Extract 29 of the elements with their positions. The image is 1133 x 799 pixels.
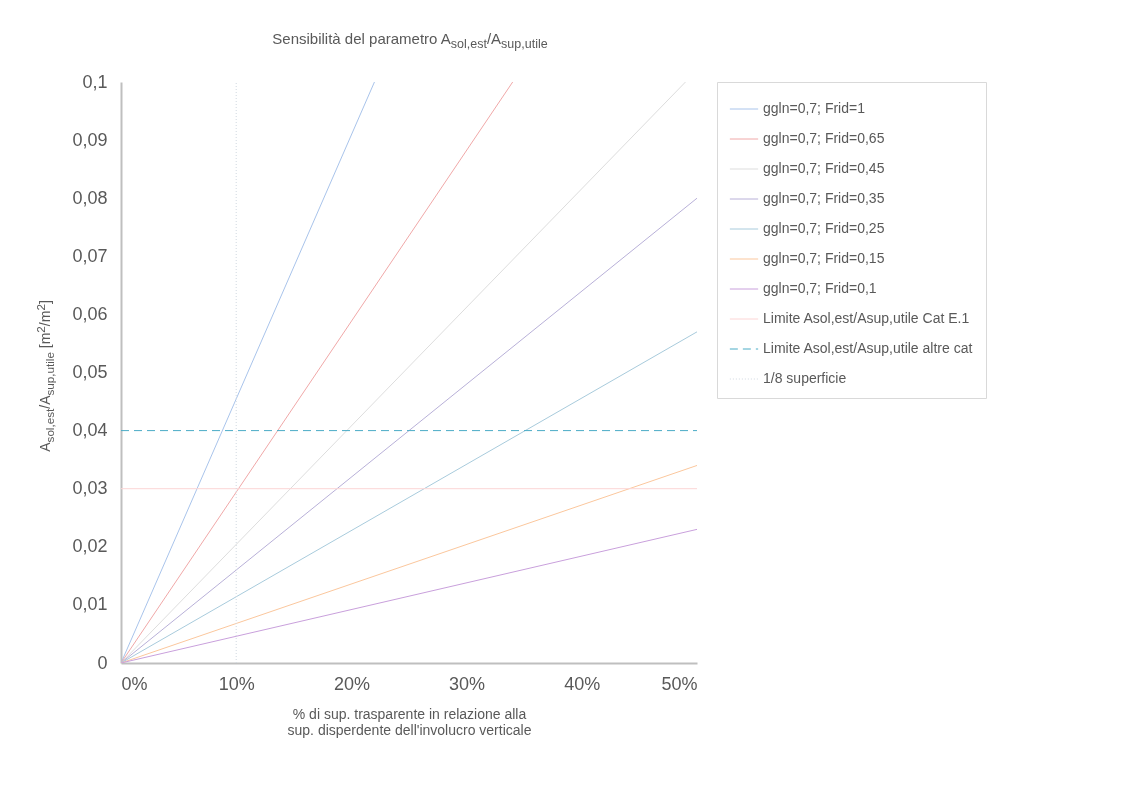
x-tick-label: 10% [218, 673, 255, 694]
y-tick-label: 0,02 [72, 536, 108, 557]
x-axis-title: % di sup. trasparente in relazione alla sup. disperdente dell'involucro verticale [287, 705, 532, 738]
x-tick-label: 20% [333, 673, 370, 694]
y-tick-label: 0,08 [72, 187, 108, 208]
y-tick-label: 0,1 [82, 71, 108, 92]
legend-label: Limite Asol,est/Asup,utile altre cat [763, 340, 973, 356]
chart-title: Sensibilità del parametro A$_{sol,est}$/A$_{sup,utile}$ [271, 30, 549, 51]
legend-label: ggln=0,7; Frid=0,15 [763, 250, 885, 266]
legend-label: 1/8 superficie [763, 370, 847, 386]
legend-label: ggln=0,7; Frid=0,25 [763, 220, 885, 236]
x-tick-label: 40% [564, 673, 601, 694]
y-tick-label: 0,05 [72, 362, 108, 382]
legend-label: ggln=0,7; Frid=0,65 [763, 130, 885, 146]
y-tick-label: 0,06 [72, 303, 108, 324]
legend-label: Limite Asol,est/Asup,utile Cat E.1 [763, 310, 970, 326]
y-tick-label: 0 [97, 652, 108, 673]
legend-label: ggln=0,7; Frid=0,35 [763, 190, 885, 206]
legend-label: ggln=0,7; Frid=1 [763, 100, 866, 116]
legend-label: ggln=0,7; Frid=0,1 [763, 280, 877, 296]
legend-label: ggln=0,7; Frid=0,45 [763, 160, 885, 176]
y-tick-label: 0,09 [72, 129, 108, 150]
x-tick-label: 30% [449, 673, 486, 694]
x-tick-label: 0% [121, 673, 148, 694]
y-tick-label: 0,01 [72, 594, 108, 615]
x-tick-label: 50% [661, 673, 698, 694]
y-tick-label: 0,03 [72, 478, 108, 499]
y-tick-label: 0,04 [72, 420, 108, 441]
y-tick-label: 0,07 [72, 245, 108, 266]
